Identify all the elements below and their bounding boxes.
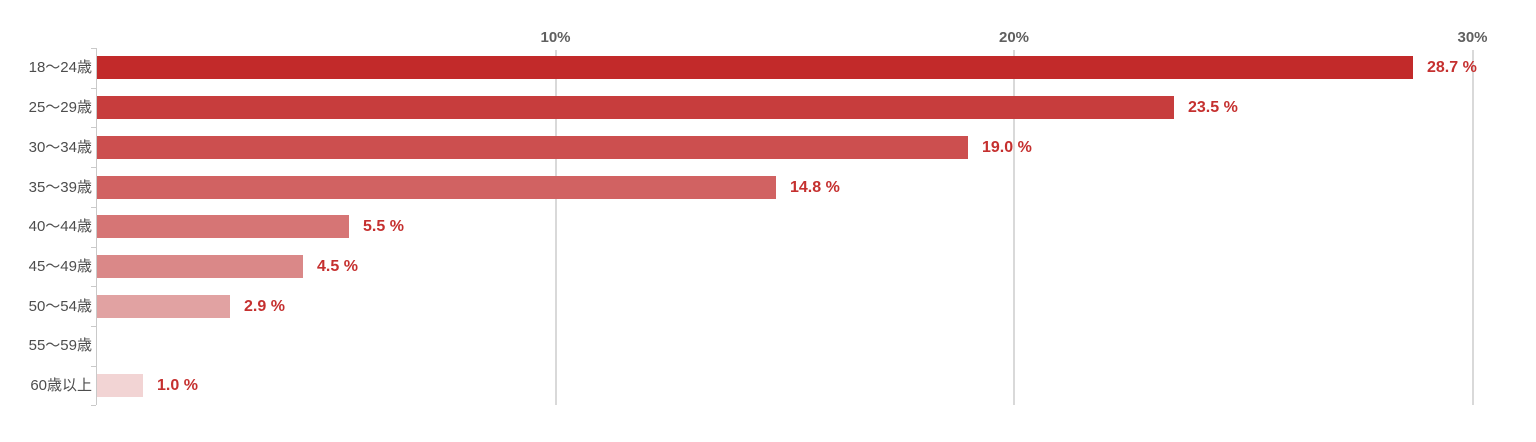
value-label: 4.5 % xyxy=(317,258,358,275)
category-label: 60歳以上 xyxy=(30,377,92,394)
bar xyxy=(97,96,1174,119)
y-axis-tick xyxy=(91,207,96,208)
bar xyxy=(97,295,230,318)
y-axis-tick xyxy=(91,326,96,327)
category-label: 55〜59歳 xyxy=(28,337,92,354)
y-axis-line xyxy=(96,48,97,406)
bar xyxy=(97,255,303,278)
value-label: 5.5 % xyxy=(363,218,404,235)
value-label: 28.7 % xyxy=(1427,59,1477,76)
category-label: 25〜29歳 xyxy=(28,99,92,116)
category-label: 35〜39歳 xyxy=(28,179,92,196)
gridline-30% xyxy=(1471,50,1474,406)
y-axis-tick xyxy=(91,167,96,168)
x-tick-label: 10% xyxy=(540,29,571,46)
y-axis-tick xyxy=(91,366,96,367)
bar xyxy=(97,215,349,238)
bar xyxy=(97,56,1413,79)
y-axis-tick xyxy=(91,127,96,128)
y-axis-tick xyxy=(91,247,96,248)
value-label: 1.0 % xyxy=(157,377,198,394)
value-label: 2.9 % xyxy=(244,298,285,315)
bar xyxy=(97,374,143,397)
y-axis-tick xyxy=(91,88,96,89)
y-axis-tick xyxy=(91,405,96,406)
category-label: 50〜54歳 xyxy=(28,298,92,315)
bar xyxy=(97,176,776,199)
y-axis-tick xyxy=(91,286,96,287)
value-label: 14.8 % xyxy=(790,179,840,196)
category-label: 18〜24歳 xyxy=(28,59,92,76)
y-axis-tick xyxy=(91,48,96,49)
value-label: 23.5 % xyxy=(1188,99,1238,116)
gridline-20% xyxy=(1013,50,1015,406)
category-label: 45〜49歳 xyxy=(28,258,92,275)
gridline-10% xyxy=(554,50,557,406)
bar xyxy=(97,136,968,159)
category-label: 30〜34歳 xyxy=(28,139,92,156)
x-tick-label: 30% xyxy=(1457,29,1488,46)
category-label: 40〜44歳 xyxy=(28,218,92,235)
value-label: 19.0 % xyxy=(982,139,1032,156)
x-tick-label: 20% xyxy=(998,29,1030,46)
